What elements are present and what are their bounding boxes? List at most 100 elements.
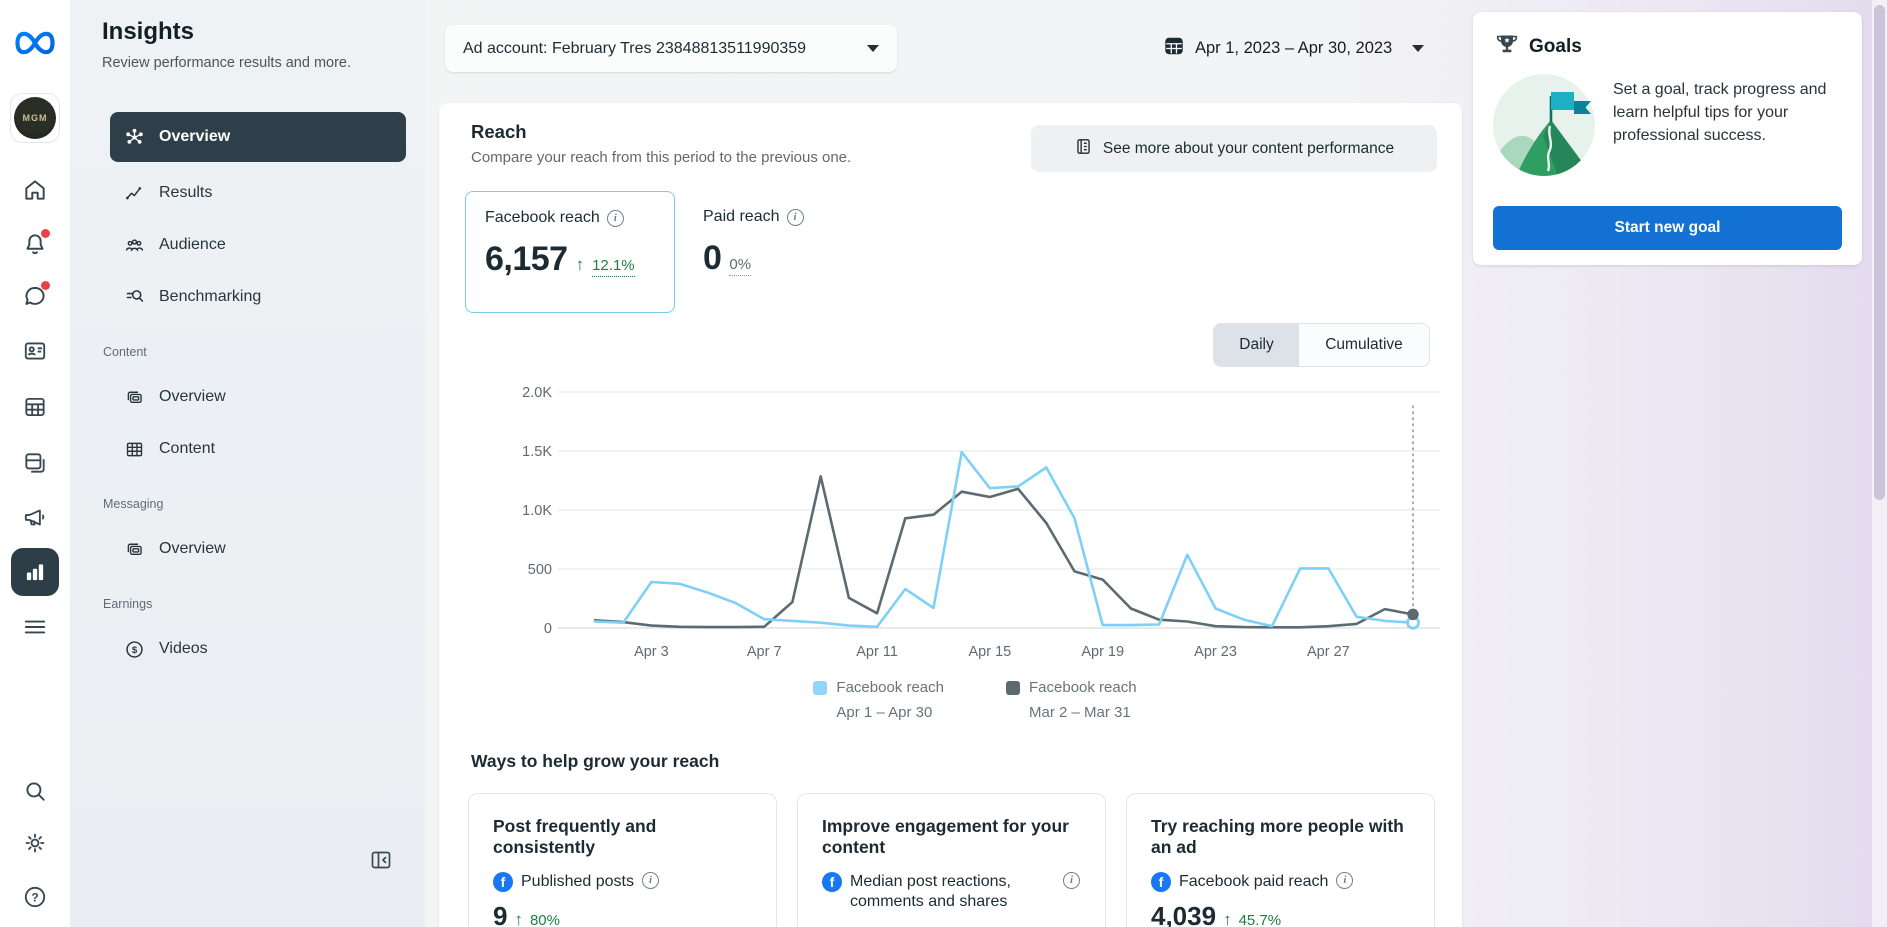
- reach-panel: Reach Compare your reach from this perio…: [439, 103, 1462, 927]
- svg-text:Apr 3: Apr 3: [634, 644, 669, 660]
- reach-subtitle: Compare your reach from this period to t…: [471, 149, 851, 166]
- up-arrow-icon: ↑: [1223, 910, 1232, 927]
- legend-previous-period: Facebook reach Mar 2 – Mar 31: [1006, 675, 1137, 725]
- scrollbar-thumb[interactable]: [1874, 5, 1885, 500]
- notification-dot: [41, 281, 50, 290]
- chart-mode-toggle: Daily Cumulative: [1213, 323, 1430, 367]
- chart-legend: Facebook reach Apr 1 – Apr 30 Facebook r…: [500, 675, 1450, 725]
- ad-account-label: Ad account: February Tres 23848813511990…: [463, 40, 806, 58]
- section-label-earnings: Earnings: [103, 597, 152, 611]
- sidebar-item-messaging-overview[interactable]: Overview: [110, 527, 406, 571]
- sidebar-item-overview[interactable]: Overview: [110, 112, 406, 162]
- legend-current-period: Facebook reach Apr 1 – Apr 30: [813, 675, 944, 725]
- toggle-daily[interactable]: Daily: [1214, 324, 1299, 366]
- info-icon[interactable]: i: [1336, 872, 1353, 889]
- sidebar-item-videos[interactable]: $ Videos: [110, 627, 406, 671]
- date-range-label: Apr 1, 2023 – Apr 30, 2023: [1195, 39, 1392, 58]
- section-label-content: Content: [103, 345, 147, 359]
- table-grid-icon: [123, 439, 145, 460]
- insights-sidebar: Insights Review performance results and …: [70, 0, 425, 927]
- metric-label: Paid reach: [703, 208, 780, 226]
- all-tools-menu-icon[interactable]: [22, 614, 48, 640]
- sidebar-item-label: Overview: [159, 128, 230, 146]
- up-arrow-icon: ↑: [514, 910, 523, 927]
- sidebar-item-label: Benchmarking: [159, 288, 261, 306]
- app-rail: MGM: [0, 0, 70, 927]
- facebook-logo-icon: f: [493, 872, 513, 892]
- notification-dot: [41, 229, 50, 238]
- svg-text:0: 0: [544, 621, 552, 637]
- info-icon[interactable]: i: [787, 209, 804, 226]
- ways-cards: Post frequently and consistently f Publi…: [468, 793, 1435, 927]
- cards-stack-icon: [123, 387, 145, 408]
- info-icon[interactable]: i: [1063, 872, 1080, 889]
- meta-logo[interactable]: [15, 30, 55, 56]
- cards-stack-icon: [123, 539, 145, 560]
- metric-label: Facebook reach: [485, 209, 600, 227]
- metric-delta: 0%: [729, 255, 751, 276]
- svg-text:1.0K: 1.0K: [522, 503, 552, 519]
- svg-text:$: $: [131, 645, 137, 656]
- start-new-goal-button[interactable]: Start new goal: [1493, 206, 1842, 250]
- insights-bars-icon[interactable]: [11, 548, 59, 596]
- sidebar-item-label: Videos: [159, 640, 208, 658]
- dollar-circle-icon: $: [123, 639, 145, 660]
- audience-people-icon: [123, 235, 145, 256]
- legend-swatch-gray: [1006, 681, 1020, 695]
- sidebar-item-label: Content: [159, 440, 215, 458]
- goals-title: Goals: [1529, 36, 1582, 58]
- page-subtitle: Review performance results and more.: [102, 55, 351, 71]
- page-scrollbar[interactable]: [1872, 0, 1887, 927]
- see-more-content-performance-button[interactable]: See more about your content performance: [1031, 125, 1437, 172]
- planner-calendar-icon[interactable]: [22, 394, 48, 420]
- settings-gear-icon[interactable]: [22, 830, 48, 856]
- way-card-post-frequently: Post frequently and consistently f Publi…: [468, 793, 777, 927]
- report-icon: [1074, 137, 1093, 161]
- business-avatar[interactable]: MGM: [10, 93, 60, 143]
- sidebar-item-content-overview[interactable]: Overview: [110, 375, 406, 419]
- search-icon[interactable]: [22, 778, 48, 804]
- content-pages-icon[interactable]: [22, 450, 48, 476]
- overview-star-icon: [123, 128, 145, 147]
- trophy-icon: [1495, 32, 1519, 62]
- paid-reach-metric[interactable]: Paid reach i 0 0%: [703, 208, 804, 278]
- sidebar-item-benchmarking[interactable]: Benchmarking: [110, 275, 406, 319]
- section-label-messaging: Messaging: [103, 497, 163, 511]
- svg-text:Apr 19: Apr 19: [1081, 644, 1124, 660]
- sidebar-item-content[interactable]: Content: [110, 427, 406, 471]
- goals-description: Set a goal, track progress and learn hel…: [1613, 78, 1851, 147]
- svg-text:Apr 23: Apr 23: [1194, 644, 1237, 660]
- messages-chat-icon[interactable]: [22, 283, 48, 309]
- sidebar-item-label: Overview: [159, 540, 226, 558]
- reach-line-chart[interactable]: 05001.0K1.5K2.0KApr 3Apr 7Apr 11Apr 15Ap…: [500, 380, 1450, 680]
- collapse-sidebar-icon[interactable]: [369, 848, 393, 872]
- svg-text:2.0K: 2.0K: [522, 385, 552, 401]
- notifications-bell-icon[interactable]: [22, 231, 48, 257]
- benchmarking-icon: [123, 287, 145, 308]
- ways-title: Ways to help grow your reach: [471, 751, 719, 772]
- metric-value: 6,157: [485, 240, 568, 279]
- facebook-reach-metric-card[interactable]: Facebook reach i 6,157 ↑ 12.1%: [465, 191, 675, 313]
- sidebar-item-audience[interactable]: Audience: [110, 223, 406, 267]
- page-title: Insights: [102, 18, 194, 46]
- legend-swatch-blue: [813, 681, 827, 695]
- info-icon[interactable]: i: [642, 872, 659, 889]
- way-card-improve-engagement: Improve engagement for your content f Me…: [797, 793, 1106, 927]
- ad-account-selector[interactable]: Ad account: February Tres 23848813511990…: [445, 25, 897, 72]
- toggle-cumulative[interactable]: Cumulative: [1299, 324, 1429, 366]
- help-icon[interactable]: ?: [22, 884, 48, 910]
- sidebar-item-label: Results: [159, 184, 212, 202]
- contacts-card-icon[interactable]: [22, 338, 48, 364]
- calendar-icon: [1163, 35, 1185, 62]
- facebook-logo-icon: f: [822, 872, 842, 892]
- ads-megaphone-icon[interactable]: [22, 505, 48, 531]
- svg-text:1.5K: 1.5K: [522, 444, 552, 460]
- reach-title: Reach: [471, 121, 527, 143]
- date-range-selector[interactable]: Apr 1, 2023 – Apr 30, 2023: [1163, 30, 1424, 66]
- info-icon[interactable]: i: [607, 210, 624, 227]
- sidebar-item-label: Overview: [159, 388, 226, 406]
- svg-text:Apr 7: Apr 7: [747, 644, 782, 660]
- home-icon[interactable]: [22, 177, 48, 203]
- sidebar-item-label: Audience: [159, 236, 226, 254]
- sidebar-item-results[interactable]: Results: [110, 171, 406, 215]
